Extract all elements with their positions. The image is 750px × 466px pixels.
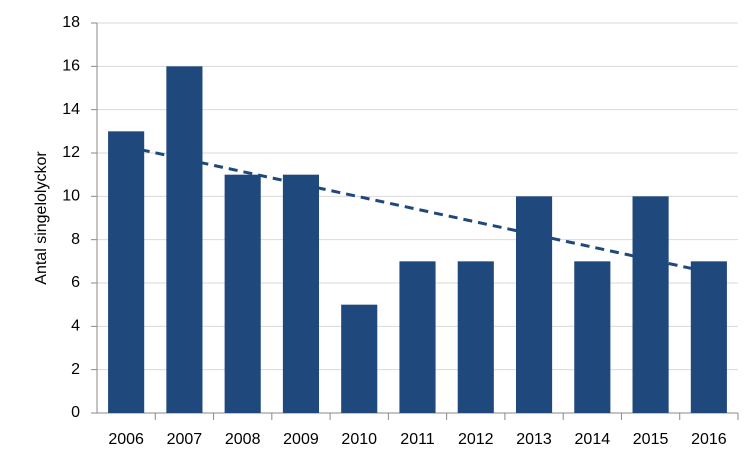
x-tick-label: 2012 xyxy=(458,431,494,448)
y-tick-label: 2 xyxy=(71,361,80,378)
trendline xyxy=(125,145,710,274)
bar xyxy=(632,196,669,413)
y-axis-label: Antal singelolyckor xyxy=(33,151,50,285)
x-tick-label: 2009 xyxy=(283,431,319,448)
bar xyxy=(224,174,261,413)
x-tick-label: 2010 xyxy=(341,431,377,448)
y-tick-label: 12 xyxy=(62,144,80,161)
x-tick-label: 2011 xyxy=(400,431,435,448)
x-tick-label: 2008 xyxy=(225,431,261,448)
bar xyxy=(282,174,320,413)
x-tick-label: 2006 xyxy=(108,431,144,448)
bar xyxy=(690,261,727,413)
bar xyxy=(341,304,378,413)
x-tick-label: 2014 xyxy=(575,431,611,448)
bar xyxy=(574,261,611,413)
y-tick-label: 14 xyxy=(62,101,80,118)
x-tick-label: 2015 xyxy=(633,431,669,448)
y-tick-label: 16 xyxy=(62,58,80,75)
x-tick-label: 2013 xyxy=(516,431,552,448)
bar xyxy=(515,196,553,413)
bar xyxy=(457,261,494,413)
y-tick-label: 8 xyxy=(71,231,80,248)
x-tick-label: 2016 xyxy=(691,431,727,448)
y-tick-label: 10 xyxy=(62,188,80,205)
bar xyxy=(166,66,203,413)
bar xyxy=(399,261,436,413)
y-tick-label: 0 xyxy=(71,404,80,421)
y-tick-label: 6 xyxy=(71,274,80,291)
y-tick-label: 4 xyxy=(71,318,80,335)
y-tick-label: 18 xyxy=(62,14,80,31)
bar xyxy=(108,131,145,414)
x-tick-label: 2007 xyxy=(167,431,203,448)
